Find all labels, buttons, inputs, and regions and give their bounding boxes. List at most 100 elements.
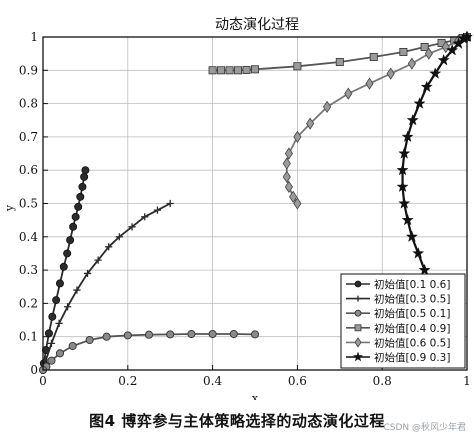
y-tick-label: 0.1 [19, 330, 38, 344]
series-6 [396, 30, 474, 276]
data-point [94, 256, 102, 264]
data-point [322, 100, 332, 114]
legend-swatch-marker [354, 309, 362, 317]
data-point [437, 53, 450, 66]
y-tick-label: 0.6 [19, 163, 38, 177]
data-point [250, 330, 260, 339]
series-line [285, 36, 468, 204]
y-tick-label: 1 [30, 30, 38, 44]
data-point [55, 349, 65, 358]
data-point [144, 330, 154, 339]
data-point [166, 330, 175, 339]
data-point [208, 66, 217, 75]
y-tick-label: 0 [30, 363, 38, 377]
y-tick-label: 0.2 [19, 296, 38, 310]
series-1 [39, 166, 90, 374]
y-tick-label: 0.3 [19, 263, 38, 277]
data-point [396, 163, 409, 176]
x-axis-label: x [252, 392, 259, 400]
data-point [69, 222, 78, 231]
watermark: CSDN @秋风少年君 [383, 423, 466, 433]
data-point [401, 130, 414, 143]
data-point [293, 130, 302, 144]
data-point [446, 43, 459, 56]
legend-item: 初始值[0.9 0.3] [346, 351, 450, 364]
data-point [81, 166, 90, 175]
series-2 [39, 199, 174, 374]
data-point [369, 52, 378, 61]
y-tick-label: 0.9 [19, 63, 38, 77]
data-point [187, 329, 196, 339]
legend-item: 初始值[0.5 0.1] [346, 307, 450, 320]
data-point [105, 243, 113, 251]
figure-caption: 图4 博弈参与主体策略选择的动态演化过程 [89, 412, 385, 430]
data-point [85, 335, 94, 345]
data-point [55, 279, 64, 288]
data-point [406, 113, 419, 126]
legend-item: 初始值[0.1 0.6] [346, 278, 450, 291]
data-point [166, 199, 174, 208]
data-point [55, 319, 63, 327]
data-point [429, 67, 442, 79]
x-tick-label: 0.4 [203, 374, 222, 388]
data-point [289, 190, 298, 203]
data-point [63, 249, 72, 258]
y-tick-label: 0.5 [19, 197, 38, 211]
x-tick-label: 0.6 [288, 374, 307, 388]
legend-label: 初始值[0.4 0.9] [374, 322, 450, 335]
data-point [153, 206, 162, 214]
data-point [401, 213, 414, 226]
data-point [418, 263, 431, 276]
legend-item: 初始值[0.3 0.5] [346, 293, 450, 306]
data-point [217, 66, 226, 75]
data-point [405, 230, 418, 242]
evolution-chart: 动态演化过程 0 0.2 0.4 0.6 0.8 1 0 0.1 0.2 0.3 0.4 0.5 0.6… [3, 17, 474, 405]
legend-swatch-marker [355, 295, 361, 302]
data-point [398, 147, 411, 159]
legend-label: 初始值[0.5 0.1] [374, 307, 450, 320]
data-point [242, 65, 251, 74]
data-point [83, 269, 92, 278]
legend: 初始值[0.1 0.6] 初始值[0.3 0.5]初始值[0.5 0.1] 初始值[… [340, 273, 466, 369]
data-point [335, 57, 344, 66]
legend-item: 初始值[0.6 0.5] [346, 336, 450, 349]
data-point [250, 65, 259, 74]
data-point [284, 147, 294, 160]
data-point [141, 213, 149, 221]
data-point [68, 341, 77, 351]
data-point [441, 40, 450, 54]
x-tick-label: 0.2 [118, 374, 137, 388]
y-tick-label: 0.7 [19, 130, 38, 144]
axes-layer: 0 0.2 0.4 0.6 0.8 1 0 0.1 0.2 0.3 0.4 0.5 0.6 0.7 0.8 0… [19, 30, 471, 388]
data-point [293, 62, 302, 71]
data-point [293, 197, 302, 210]
data-point [48, 312, 57, 321]
data-point [73, 286, 81, 294]
data-point [412, 247, 425, 259]
series-line [42, 333, 256, 371]
legend-swatch-marker [352, 351, 364, 362]
data-point [398, 197, 411, 209]
data-point [386, 67, 395, 80]
legend-label: 初始值[0.9 0.3] [374, 351, 450, 364]
data-point [47, 356, 56, 365]
data-point [76, 192, 85, 201]
data-point [344, 87, 353, 100]
data-point [123, 331, 132, 340]
x-tick-label: 0.8 [373, 374, 392, 388]
data-point [407, 57, 416, 70]
data-point [80, 172, 89, 181]
x-tick-label: 1 [463, 374, 471, 388]
data-point [59, 262, 68, 271]
y-axis-label: y [3, 204, 16, 212]
data-point [115, 233, 123, 241]
data-point [78, 182, 87, 191]
data-point [306, 117, 315, 130]
data-point [128, 223, 136, 231]
data-point [44, 329, 53, 338]
legend-swatch-marker [354, 324, 362, 332]
legend-label: 初始值[0.3 0.5] [374, 293, 450, 306]
legend-swatch-marker [354, 337, 362, 348]
legend-item: 初始值[0.4 0.9] [346, 322, 450, 335]
